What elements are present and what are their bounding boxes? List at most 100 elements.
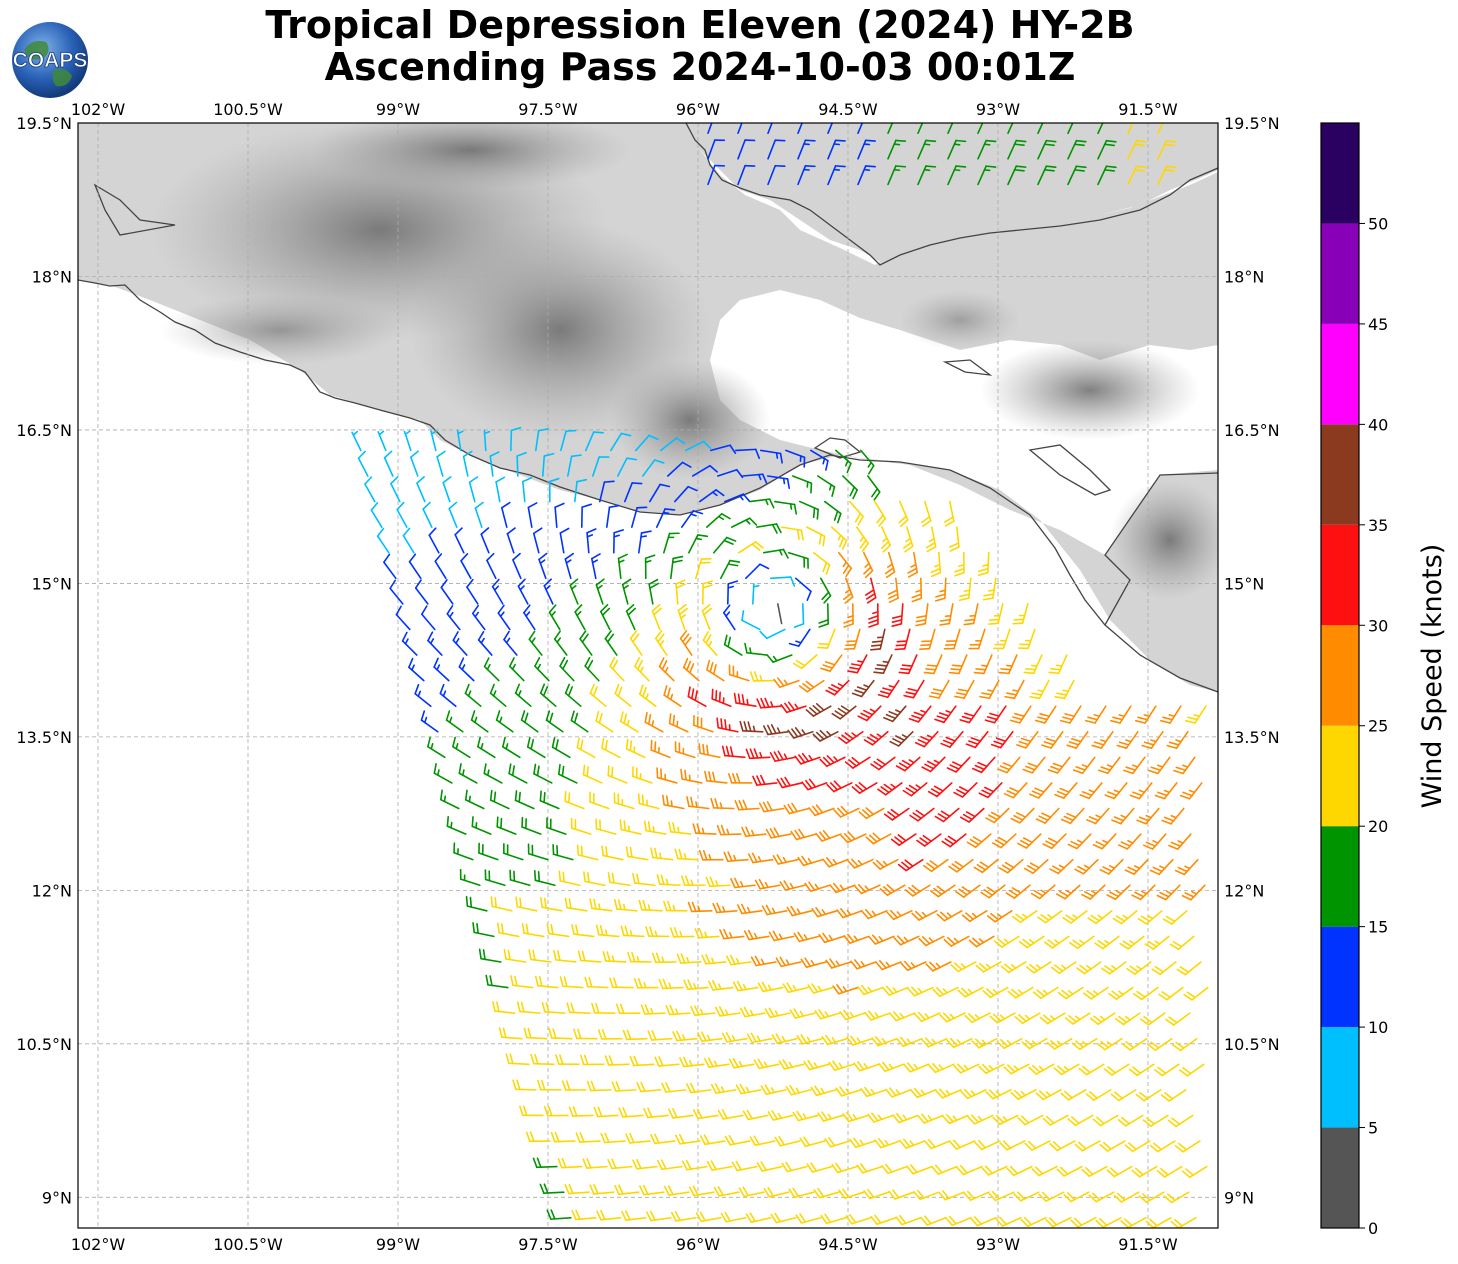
wind-barb <box>967 1114 994 1125</box>
wind-barb <box>458 657 475 682</box>
wind-barb <box>767 123 773 135</box>
wind-barb <box>877 782 903 796</box>
wind-barb <box>669 927 695 938</box>
wind-barb <box>787 551 809 569</box>
wind-barb <box>1097 139 1117 160</box>
lat-tick-right-7: 9°N <box>1224 1188 1254 1207</box>
wind-barb <box>534 428 549 452</box>
wind-barb <box>819 577 832 604</box>
wind-barb <box>658 657 675 682</box>
wind-barb <box>698 489 725 503</box>
lat-tick-left-0: 19.5°N <box>16 114 72 133</box>
wind-barb <box>600 1132 626 1144</box>
wind-barb <box>875 960 902 971</box>
wind-barb <box>1067 165 1087 186</box>
colorbar-tick-9: 45 <box>1368 315 1388 334</box>
wind-barb <box>1018 935 1045 949</box>
wind-barb <box>595 710 614 733</box>
wind-barb <box>421 605 436 631</box>
wind-barb <box>998 858 1024 874</box>
wind-barb <box>486 552 497 580</box>
wind-barb <box>512 1079 537 1091</box>
wind-barb <box>769 576 796 587</box>
wind-barb <box>755 523 782 534</box>
wind-barb <box>539 1183 565 1195</box>
wind-barb <box>947 165 967 186</box>
wind-barb <box>785 1084 812 1096</box>
wind-barb <box>734 799 760 811</box>
wind-barb <box>888 1189 915 1200</box>
wind-barb <box>692 1108 719 1120</box>
wind-barb <box>756 1161 783 1172</box>
wind-barb <box>984 705 1007 724</box>
wind-barb <box>389 579 404 605</box>
wind-barb <box>871 1036 898 1047</box>
wind-barb <box>681 875 706 887</box>
wind-barb <box>756 697 782 709</box>
wind-barb <box>763 1187 790 1198</box>
wind-barb <box>1149 1140 1176 1153</box>
wind-barb <box>1004 679 1025 700</box>
wind-barb <box>496 816 517 835</box>
wind-barb <box>1007 123 1014 135</box>
lon-tick-top-2: 99°W <box>376 100 420 119</box>
wind-barb <box>864 1010 891 1021</box>
wind-barb <box>1123 756 1146 775</box>
wind-barb <box>1096 1037 1123 1051</box>
wind-barb <box>1067 139 1087 160</box>
lat-tick-right-0: 19.5°N <box>1224 114 1280 133</box>
wind-barb <box>958 577 972 602</box>
lon-tick-top-7: 91.5°W <box>1118 100 1178 119</box>
wind-barb <box>390 476 401 503</box>
wind-barb <box>1010 1089 1037 1100</box>
wind-barb <box>650 739 671 759</box>
wind-barb <box>1060 1089 1087 1101</box>
wind-barb <box>420 710 439 733</box>
wind-barb <box>609 977 634 989</box>
wind-barb <box>690 1005 716 1017</box>
wind-barb <box>1086 807 1110 825</box>
wind-barb <box>723 634 743 656</box>
wind-barb <box>1081 884 1106 900</box>
wind-barb <box>1074 1140 1101 1152</box>
wind-barb <box>522 476 533 503</box>
wind-barb <box>596 1209 622 1221</box>
wind-barb <box>704 770 728 784</box>
wind-barb <box>707 139 726 160</box>
wind-barb <box>1143 833 1167 850</box>
wind-barb <box>648 578 659 605</box>
wind-barb <box>639 684 657 707</box>
wind-barb <box>401 631 418 656</box>
wind-barb <box>512 552 522 580</box>
wind-barb <box>744 642 768 656</box>
wind-barb <box>1079 782 1103 800</box>
wind-barb <box>903 526 914 553</box>
wind-barb <box>668 713 689 733</box>
wind-barb <box>1127 165 1147 186</box>
wind-barb <box>497 922 520 938</box>
wind-barb <box>383 553 397 580</box>
wind-barb <box>879 884 906 896</box>
wind-barb <box>737 903 763 915</box>
wind-barb <box>929 884 956 898</box>
lagoon-2 <box>1028 444 1112 496</box>
wind-barb <box>850 959 877 970</box>
wind-barb <box>759 449 783 464</box>
wind-barb <box>938 1190 965 1201</box>
wind-barb <box>575 1132 601 1143</box>
wind-barb <box>663 685 682 707</box>
wind-barb <box>1007 986 1034 999</box>
wind-barb <box>851 782 878 794</box>
wind-barb <box>506 527 516 554</box>
wind-barb <box>855 526 870 552</box>
wind-barb <box>1037 123 1044 135</box>
wind-barb <box>687 901 713 913</box>
lat-tick-left-5: 12°N <box>32 881 72 900</box>
wind-barb <box>778 1059 805 1070</box>
wind-barb <box>1054 782 1078 799</box>
wind-barb <box>1069 935 1095 950</box>
wind-barb <box>553 630 568 656</box>
wind-barb <box>1168 833 1192 850</box>
wind-barb <box>840 831 867 844</box>
wind-barb <box>442 476 452 503</box>
